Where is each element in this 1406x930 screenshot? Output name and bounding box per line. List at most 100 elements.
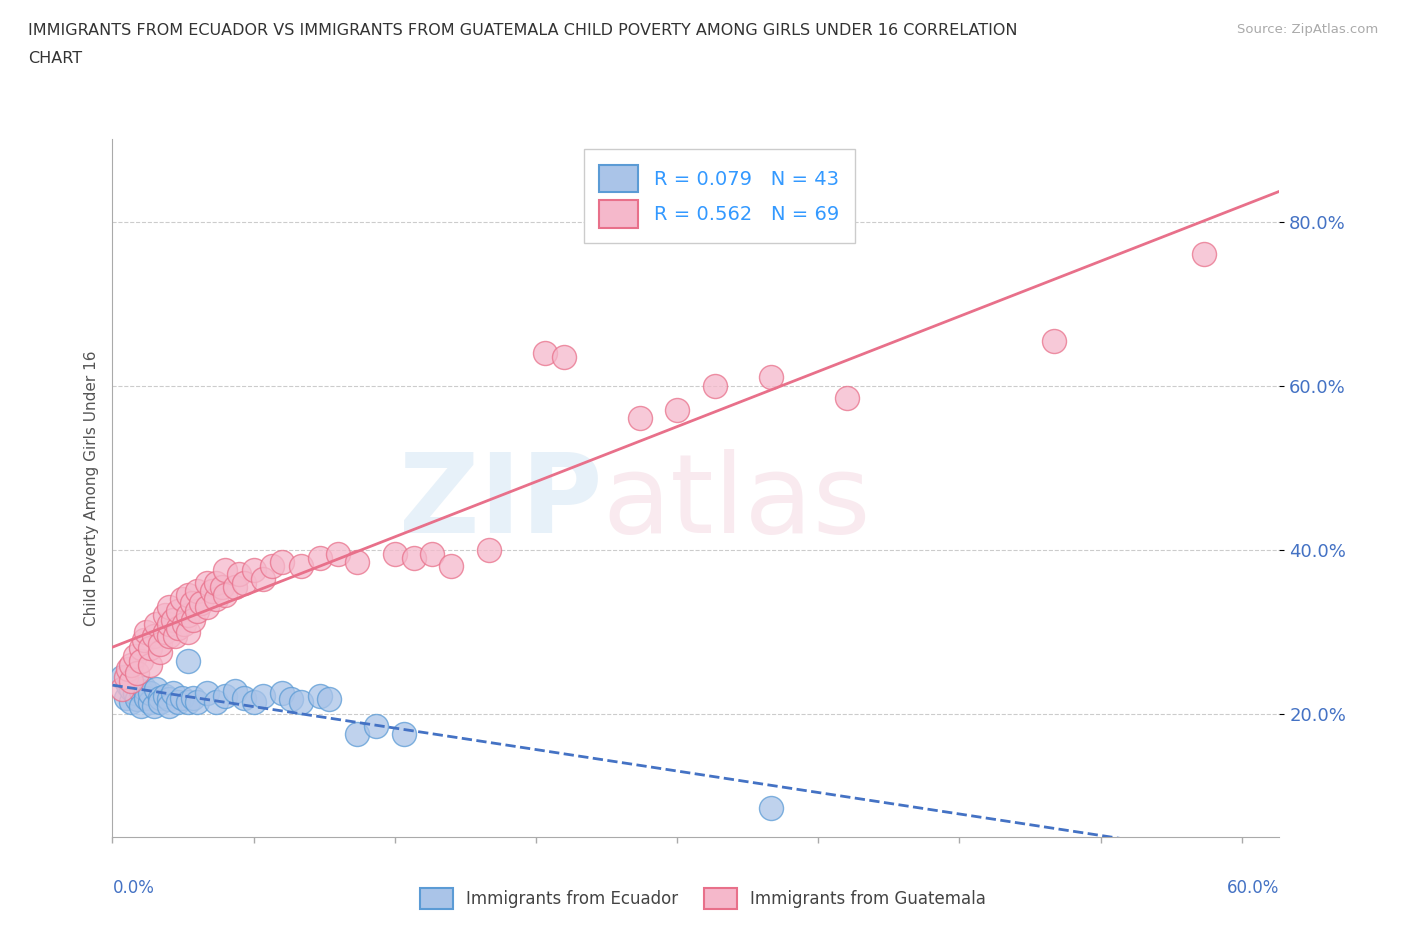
- Point: [157, 617, 180, 631]
- Point: [346, 554, 368, 569]
- Point: [180, 596, 202, 611]
- Point: [290, 559, 312, 574]
- Text: 0.0%: 0.0%: [112, 879, 155, 897]
- Point: [308, 688, 330, 703]
- Point: [242, 694, 264, 709]
- Point: [135, 690, 157, 705]
- Legend: Immigrants from Ecuador, Immigrants from Guatemala: Immigrants from Ecuador, Immigrants from…: [412, 880, 994, 917]
- Point: [392, 727, 416, 742]
- Point: [252, 688, 274, 703]
- Point: [183, 612, 205, 627]
- Point: [124, 686, 146, 701]
- Legend: R = 0.079   N = 43, R = 0.562   N = 69: R = 0.079 N = 43, R = 0.562 N = 69: [583, 149, 855, 243]
- Point: [173, 617, 195, 631]
- Point: [201, 583, 224, 598]
- Point: [214, 563, 236, 578]
- Point: [1042, 333, 1064, 348]
- Point: [153, 688, 176, 703]
- Point: [233, 575, 256, 590]
- Point: [111, 670, 134, 684]
- Point: [124, 649, 146, 664]
- Point: [186, 604, 208, 618]
- Point: [205, 591, 228, 606]
- Point: [129, 653, 152, 668]
- Point: [134, 632, 156, 647]
- Point: [666, 403, 689, 418]
- Point: [211, 579, 233, 594]
- Point: [262, 559, 284, 574]
- Point: [139, 641, 162, 656]
- Point: [145, 617, 167, 631]
- Point: [142, 629, 165, 644]
- Point: [402, 551, 425, 565]
- Point: [308, 551, 330, 565]
- Point: [120, 682, 142, 697]
- Point: [117, 678, 139, 693]
- Point: [177, 694, 200, 709]
- Point: [162, 686, 184, 701]
- Point: [422, 547, 444, 562]
- Point: [177, 588, 200, 603]
- Point: [205, 694, 228, 709]
- Point: [135, 624, 157, 639]
- Point: [114, 690, 136, 705]
- Point: [190, 596, 212, 611]
- Point: [157, 698, 180, 713]
- Point: [214, 588, 236, 603]
- Point: [177, 608, 200, 623]
- Text: ZIP: ZIP: [399, 448, 603, 556]
- Point: [148, 637, 170, 652]
- Point: [142, 698, 165, 713]
- Point: [148, 694, 170, 709]
- Point: [195, 686, 218, 701]
- Point: [224, 684, 246, 698]
- Point: [280, 692, 302, 707]
- Point: [153, 624, 176, 639]
- Point: [139, 694, 162, 709]
- Point: [233, 690, 256, 705]
- Point: [167, 620, 190, 635]
- Point: [120, 673, 142, 688]
- Point: [224, 579, 246, 594]
- Point: [205, 575, 228, 590]
- Point: [628, 411, 651, 426]
- Point: [120, 658, 142, 672]
- Point: [129, 641, 152, 656]
- Point: [111, 682, 134, 697]
- Point: [290, 694, 312, 709]
- Point: [157, 600, 180, 615]
- Point: [125, 692, 148, 707]
- Text: CHART: CHART: [28, 51, 82, 66]
- Point: [346, 727, 368, 742]
- Point: [163, 629, 186, 644]
- Text: 60.0%: 60.0%: [1227, 879, 1279, 897]
- Point: [534, 345, 557, 360]
- Point: [148, 644, 170, 659]
- Point: [139, 686, 162, 701]
- Point: [440, 559, 463, 574]
- Point: [270, 554, 292, 569]
- Point: [129, 698, 152, 713]
- Point: [186, 694, 208, 709]
- Point: [162, 612, 184, 627]
- Point: [148, 690, 170, 705]
- Point: [172, 690, 194, 705]
- Point: [252, 571, 274, 586]
- Point: [270, 686, 292, 701]
- Point: [214, 688, 236, 703]
- Point: [478, 542, 501, 557]
- Point: [553, 350, 575, 365]
- Point: [195, 600, 218, 615]
- Text: IMMIGRANTS FROM ECUADOR VS IMMIGRANTS FROM GUATEMALA CHILD POVERTY AMONG GIRLS U: IMMIGRANTS FROM ECUADOR VS IMMIGRANTS FR…: [28, 23, 1018, 38]
- Point: [177, 653, 200, 668]
- Point: [117, 661, 139, 676]
- Point: [139, 658, 162, 672]
- Point: [129, 684, 152, 698]
- Point: [761, 801, 783, 816]
- Point: [177, 624, 200, 639]
- Point: [153, 608, 176, 623]
- Point: [134, 680, 156, 695]
- Text: Source: ZipAtlas.com: Source: ZipAtlas.com: [1237, 23, 1378, 36]
- Point: [183, 690, 205, 705]
- Point: [125, 666, 148, 681]
